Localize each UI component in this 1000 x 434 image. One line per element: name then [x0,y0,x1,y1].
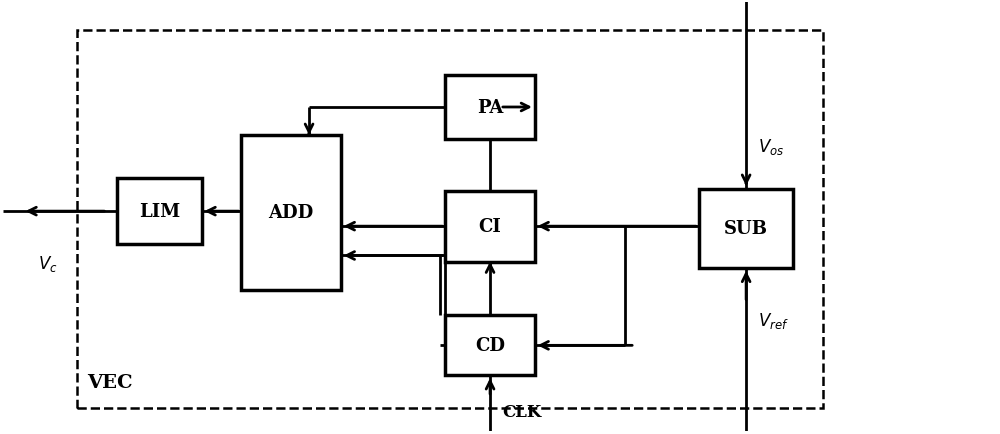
Bar [445,191,535,262]
Bar [241,135,341,290]
Bar [699,189,793,268]
Text: VEC: VEC [87,373,133,391]
Text: $V_c$: $V_c$ [38,253,57,273]
Text: SUB: SUB [724,220,768,238]
Text: CLK: CLK [502,404,541,421]
Text: $V_{os}$: $V_{os}$ [758,136,784,156]
Text: PA: PA [477,99,503,117]
Text: LIM: LIM [139,203,180,220]
Bar [445,316,535,375]
Bar [77,31,823,408]
Bar [117,178,202,245]
Text: ADD: ADD [269,204,314,222]
Bar [445,76,535,140]
Text: CI: CI [479,218,501,236]
Text: CD: CD [475,336,505,355]
Text: $V_{ref}$: $V_{ref}$ [758,310,789,330]
